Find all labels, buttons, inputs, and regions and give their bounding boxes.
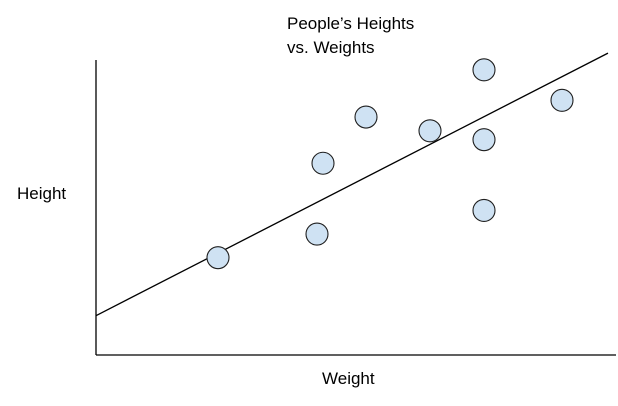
scatter-point-7	[472, 128, 496, 152]
scatter-point-5	[418, 119, 442, 143]
chart-title-line-1: People’s Heights	[287, 14, 415, 33]
scatter-point-4	[354, 105, 378, 129]
scatter-point-2	[305, 222, 329, 246]
scatter-point-6	[472, 198, 496, 222]
scatter-point-1	[206, 246, 230, 270]
scatter-point-9	[550, 88, 574, 112]
scatter-point-8	[472, 58, 496, 82]
chart-title-line-2: vs. Weights	[287, 38, 375, 57]
y-axis-label: Height	[17, 184, 67, 203]
points-layer	[206, 58, 574, 270]
scatter-point-3	[311, 151, 335, 175]
trend-line	[95, 52, 609, 317]
x-axis-label: Weight	[322, 369, 375, 388]
chart-title: People’s Heights vs. Weights	[287, 12, 507, 60]
